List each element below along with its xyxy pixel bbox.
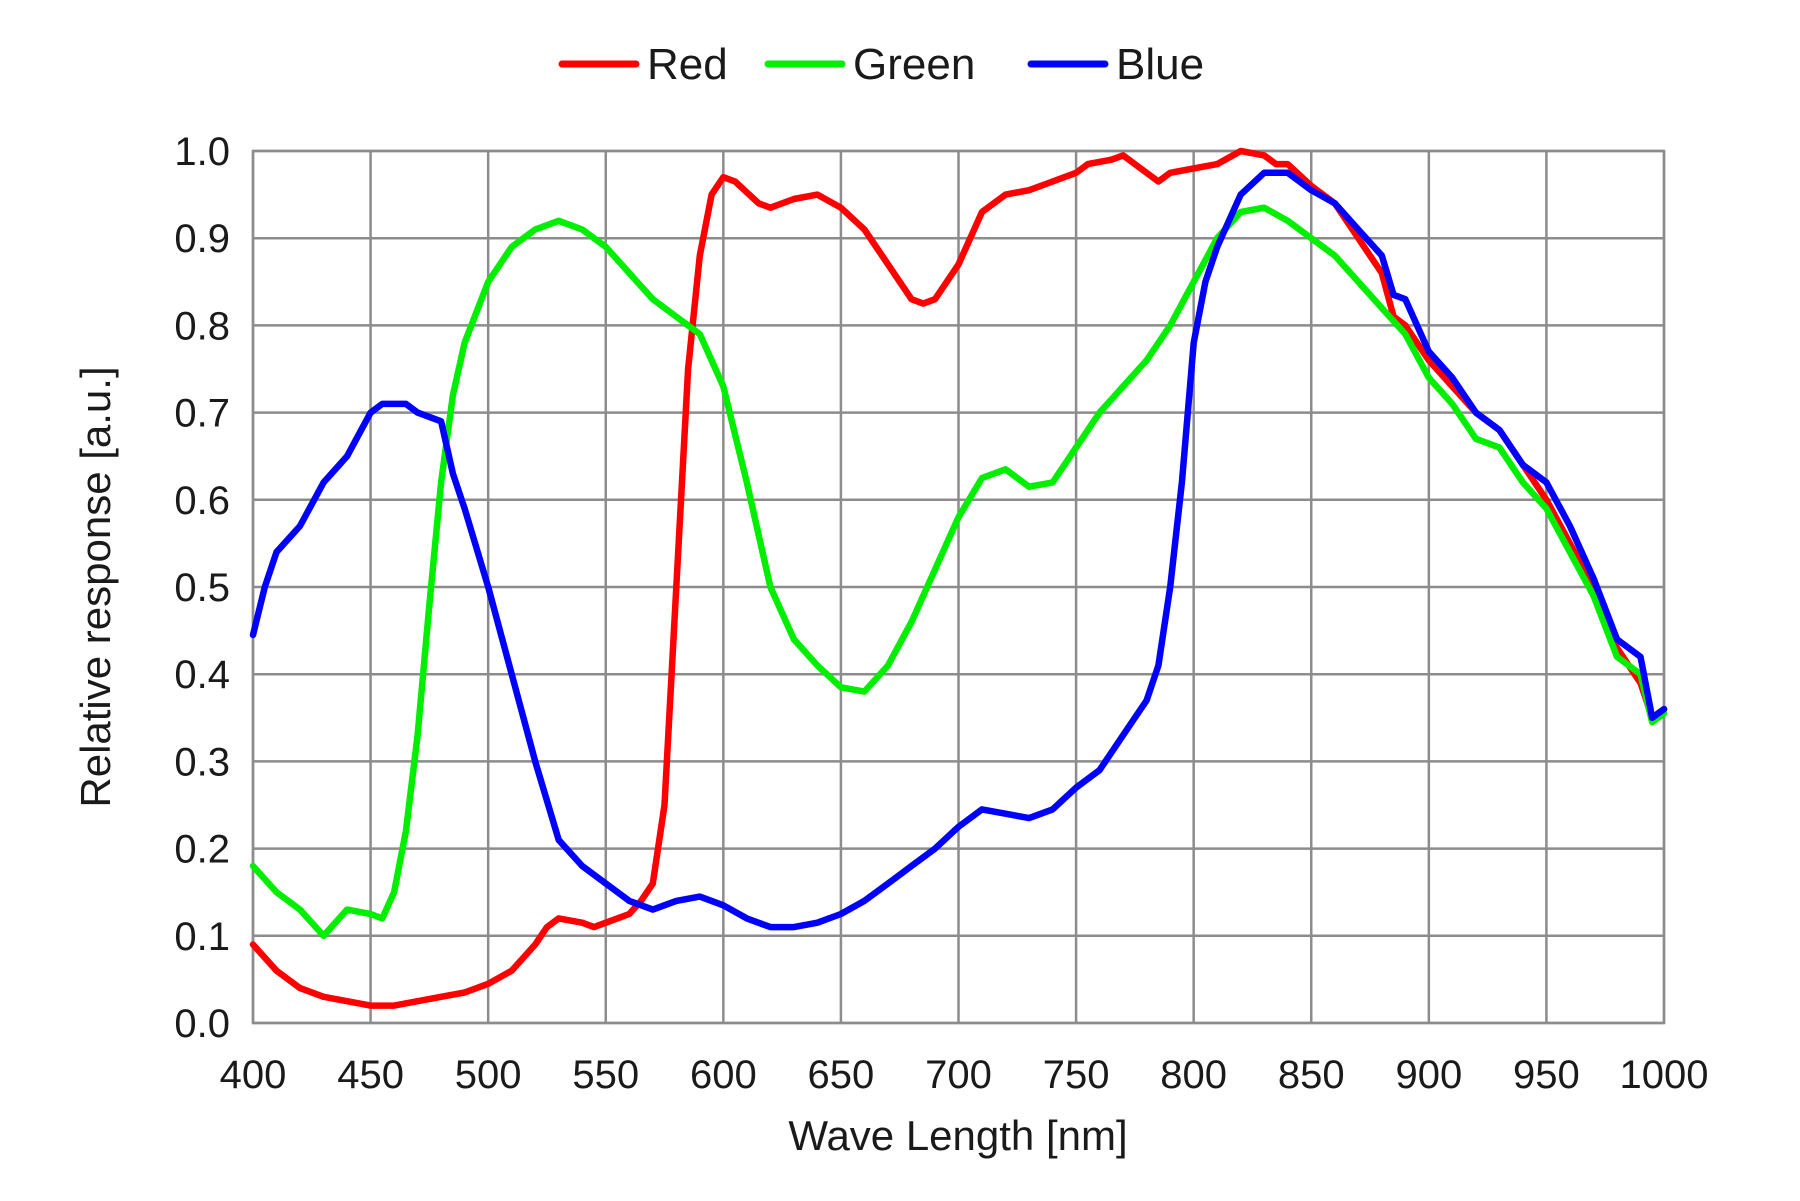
series-lines (249, 147, 1668, 1009)
x-tick-label: 600 (690, 1053, 757, 1097)
legend-label-blue: Blue (1116, 40, 1204, 89)
x-tick-label: 950 (1513, 1053, 1580, 1097)
series-line-blue (249, 169, 1668, 931)
y-axis-title: Relative response [a.u.] (72, 366, 119, 807)
y-tick-label: 0.1 (174, 915, 230, 959)
legend-label-green: Green (853, 40, 975, 89)
x-tick-label: 750 (1043, 1053, 1110, 1097)
y-tick-label: 0.0 (174, 1002, 230, 1046)
y-tick-label: 0.3 (174, 740, 230, 784)
x-tick-label: 400 (220, 1053, 287, 1097)
x-tick-label: 650 (808, 1053, 875, 1097)
x-tick-label: 450 (337, 1053, 404, 1097)
x-tick-label: 1000 (1620, 1053, 1709, 1097)
y-tick-label: 0.9 (174, 217, 230, 261)
legend: Red Green Blue (558, 40, 1204, 89)
plot-frame (251, 149, 1666, 1025)
x-tick-label: 900 (1395, 1053, 1462, 1097)
y-tick-label: 0.6 (174, 479, 230, 523)
y-tick-label: 0.5 (174, 566, 230, 610)
x-tick-label: 850 (1278, 1053, 1345, 1097)
x-axis-title: Wave Length [nm] (788, 1112, 1127, 1159)
y-tick-label: 0.7 (174, 392, 230, 436)
x-tick-label: 500 (455, 1053, 522, 1097)
grid (251, 149, 1666, 1025)
x-tick-label: 550 (572, 1053, 639, 1097)
y-tick-labels: 0.0 0.1 0.2 0.3 0.4 0.5 0.6 0.7 0.8 0.9 1.0 (174, 130, 230, 1046)
y-tick-label: 0.8 (174, 304, 230, 348)
y-tick-label: 0.4 (174, 653, 230, 697)
y-tick-label: 1.0 (174, 130, 230, 174)
x-tick-label: 800 (1160, 1053, 1227, 1097)
series-line-red (249, 147, 1668, 1009)
x-tick-labels: 400 450 500 550 600 650 700 750 800 850 900 950 1000 (220, 1053, 1709, 1097)
y-tick-label: 0.2 (174, 828, 230, 872)
legend-label-red: Red (647, 40, 728, 89)
series-line-green (249, 204, 1668, 940)
x-tick-label: 700 (925, 1053, 992, 1097)
